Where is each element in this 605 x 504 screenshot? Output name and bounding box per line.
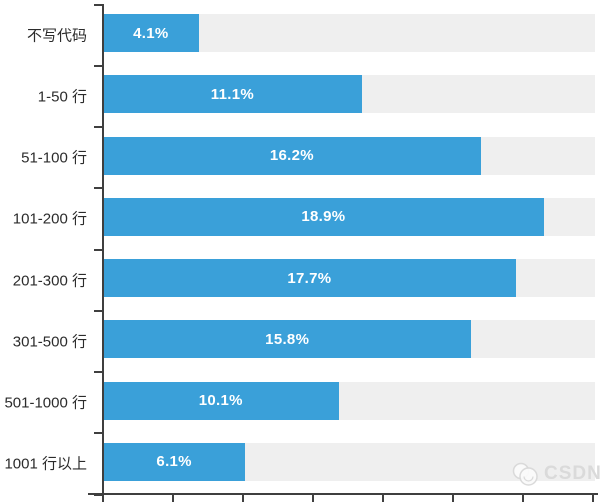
- category-label: 1001 行以上: [4, 455, 87, 473]
- category-label: 101-200 行: [12, 210, 87, 228]
- bar-row: 不写代码 4.1%: [27, 4, 595, 65]
- bar-row: 1-50 行 11.1%: [38, 65, 595, 126]
- bar-track: 10.1%: [103, 381, 595, 420]
- x-axis-tick: [102, 493, 104, 502]
- x-axis-tick: [381, 493, 384, 502]
- category-label: 201-300 行: [12, 272, 87, 290]
- bar-row: 51-100 行 16.2%: [21, 127, 595, 188]
- bar-row: 1001 行以上 6.1%: [4, 433, 595, 494]
- bar-row: 301-500 行 15.8%: [13, 310, 595, 371]
- y-axis-tick: [94, 248, 103, 251]
- plot-area: 不写代码 4.1% 1-50 行 11.1% 51-100 行 16.2% 101-200 …: [4, 4, 595, 494]
- bar-value-label: 18.9%: [301, 208, 346, 226]
- bar-value-label: 4.1%: [133, 24, 169, 42]
- bar-track: 4.1%: [103, 14, 595, 52]
- bar: 16.2%: [103, 136, 481, 175]
- bar-value-label: 17.7%: [287, 269, 332, 287]
- bar-track: 17.7%: [103, 259, 595, 297]
- category-label: 1-50 行: [37, 88, 87, 106]
- category-label: 不写代码: [26, 27, 87, 45]
- bar-row: 101-200 行 18.9%: [13, 188, 595, 249]
- x-axis-tick: [171, 493, 174, 502]
- y-axis-tick: [94, 309, 103, 312]
- y-axis-tick: [94, 187, 103, 190]
- bar-track: 16.2%: [103, 136, 595, 175]
- bar-row: 501-1000 行 10.1%: [4, 372, 595, 433]
- y-axis-tick: [94, 493, 103, 496]
- bar-value-label: 11.1%: [210, 85, 255, 103]
- bar-track: 11.1%: [103, 75, 595, 114]
- x-axis-line: [88, 493, 598, 495]
- x-axis-tick: [591, 493, 594, 502]
- category-label: 501-1000 行: [4, 394, 87, 412]
- bar: 18.9%: [103, 197, 544, 236]
- y-axis-tick: [94, 432, 103, 435]
- y-axis-line: [102, 4, 104, 502]
- y-axis-tick: [94, 371, 103, 373]
- bar-value-label: 15.8%: [265, 330, 310, 348]
- bar: 4.1%: [103, 14, 199, 52]
- bar-value-label: 16.2%: [269, 147, 314, 164]
- bar-track: 15.8%: [103, 320, 595, 359]
- x-axis-tick: [521, 493, 524, 502]
- bar: 10.1%: [103, 381, 339, 420]
- bar-track: 6.1%: [103, 442, 595, 481]
- bar: 17.7%: [103, 259, 516, 297]
- bar-track: 18.9%: [103, 197, 595, 236]
- bar: 11.1%: [103, 75, 362, 114]
- category-label: 51-100 行: [21, 149, 87, 167]
- bar-value-label: 10.1%: [198, 392, 243, 409]
- x-axis-tick: [451, 493, 454, 502]
- bar: 15.8%: [103, 320, 472, 359]
- bar-value-label: 6.1%: [156, 453, 192, 471]
- x-axis-tick: [241, 493, 244, 502]
- x-axis-tick: [311, 493, 314, 502]
- bar: 6.1%: [103, 442, 246, 481]
- category-label: 301-500 行: [12, 333, 87, 351]
- y-axis-tick: [94, 64, 103, 67]
- y-axis-tick: [94, 3, 103, 6]
- bar-row: 201-300 行 17.7%: [13, 249, 595, 310]
- y-axis-tick: [94, 126, 103, 128]
